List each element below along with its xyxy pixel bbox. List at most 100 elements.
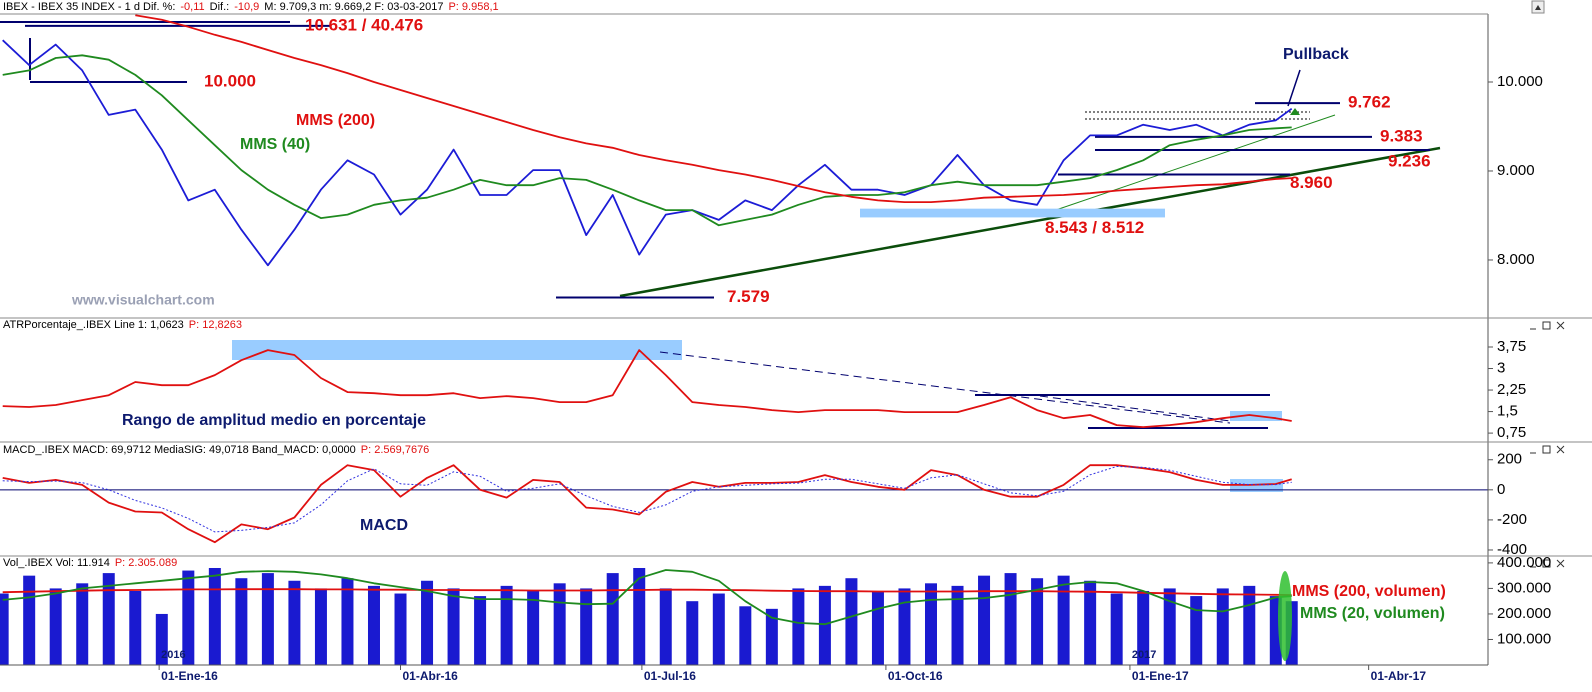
level-label: 9.236 — [1388, 151, 1431, 170]
annotation: Pullback — [1283, 46, 1349, 63]
header-part: P: 2.569,7676 — [361, 444, 430, 456]
y-tick-label: 3 — [1497, 359, 1505, 376]
series-line — [2, 569, 1292, 626]
volume-bar — [818, 585, 831, 665]
macd-panel — [0, 464, 1488, 544]
volume-bar — [314, 588, 327, 665]
volume-bar — [1110, 593, 1123, 665]
header-part: -10,9 — [234, 1, 259, 13]
series-label: MMS (200) — [296, 112, 375, 129]
level-label: 7.579 — [727, 287, 770, 306]
volume-bar — [1163, 588, 1176, 665]
y-tick-label: -200 — [1497, 511, 1527, 528]
close-button[interactable] — [1556, 559, 1565, 568]
dashed-line — [1039, 395, 1231, 422]
series-line — [2, 349, 1292, 428]
volume-bar — [235, 578, 248, 665]
atr-panel — [2, 340, 1292, 429]
y-tick-label: 300.000 — [1497, 579, 1551, 596]
volume-bar — [0, 593, 9, 665]
volume-panel — [0, 567, 1298, 665]
volume-bar — [102, 573, 115, 665]
header-part: P: 2.305.089 — [115, 557, 177, 569]
volume-bar — [951, 585, 964, 665]
panel-header: IBEX - IBEX 35 INDEX - 1 d Dif. %: -0,11 D… — [3, 1, 499, 13]
volume-bar — [155, 613, 168, 665]
header-part: IBEX - IBEX 35 INDEX - 1 d Dif. %: — [3, 1, 175, 13]
level-label: 9.383 — [1380, 126, 1423, 145]
volume-bar — [474, 596, 487, 665]
volume-bar — [1057, 575, 1070, 665]
series-line — [2, 588, 1292, 596]
volume-bar — [341, 578, 354, 665]
volume-bar — [659, 588, 672, 665]
watermark: www.visualchart.com — [71, 292, 215, 308]
level-label: 8.960 — [1290, 173, 1333, 192]
y-tick-label: 200.000 — [1497, 605, 1551, 622]
header-part: P: 9.958,1 — [448, 1, 498, 13]
volume-bar — [553, 583, 566, 665]
volume-bar — [712, 593, 725, 665]
y-tick-label: 1,5 — [1497, 403, 1518, 420]
year-label: 2016 — [161, 649, 185, 661]
series-line — [2, 466, 1292, 533]
volume-bar — [1243, 585, 1256, 665]
panel-header: ATRPorcentaje_.IBEX Line 1: 1,0623 P: 12,… — [3, 319, 242, 331]
level-label: 10.000 — [204, 71, 256, 90]
x-tick-label: 01-Ene-17 — [1132, 669, 1189, 683]
header-part: Vol_.IBEX Vol: 11.914 — [3, 557, 110, 569]
volume-bar — [792, 588, 805, 665]
dashed-line — [659, 351, 1231, 424]
series-line — [2, 39, 1293, 267]
header-part: Dif.: — [210, 1, 230, 13]
series-label: MMS (40) — [240, 136, 310, 153]
close-button[interactable] — [1556, 321, 1565, 330]
header-part: P: 12,8263 — [189, 319, 242, 331]
level-label: 10.631 / 40.476 — [305, 15, 423, 34]
volume-bar — [924, 583, 937, 665]
volume-bar — [261, 573, 274, 665]
series-line — [2, 464, 1292, 544]
volume-bar — [208, 567, 221, 665]
volume-bar — [49, 588, 62, 665]
volume-bar — [182, 570, 195, 665]
volume-bar — [898, 588, 911, 665]
level-label: 9.762 — [1348, 93, 1391, 112]
maximize-button[interactable] — [1542, 445, 1551, 454]
x-tick-label: 01-Jul-16 — [644, 669, 696, 683]
year-label: 2017 — [1132, 649, 1156, 661]
volume-bar — [421, 580, 434, 665]
volume-bar — [978, 575, 991, 665]
volume-bar — [394, 593, 407, 665]
volume-bar — [845, 578, 858, 665]
volume-bar — [686, 601, 699, 665]
y-tick-label: 2,25 — [1497, 381, 1526, 398]
x-tick-label: 01-Abr-17 — [1371, 669, 1427, 683]
volume-bar — [580, 588, 593, 665]
volume-bar — [1004, 573, 1017, 665]
window-buttons — [1530, 321, 1565, 568]
scroll-arrow — [1535, 5, 1541, 10]
volume-bar — [447, 588, 460, 665]
volume-bar — [739, 606, 752, 665]
volume-bar — [129, 590, 142, 665]
pullback-marker — [1290, 108, 1300, 115]
volume-bar — [1031, 578, 1044, 665]
highlight — [232, 340, 682, 360]
y-tick-label: 0,75 — [1497, 424, 1526, 441]
x-tick-label: 01-Oct-16 — [888, 669, 943, 683]
volume-bar — [1190, 596, 1203, 665]
y-tick-label: -400 — [1497, 541, 1527, 558]
panel-header: Vol_.IBEX Vol: 11.914 P: 2.305.089 — [3, 557, 177, 569]
series-label: MMS (200, volumen) — [1292, 583, 1446, 600]
x-tick-label: 01-Abr-16 — [403, 669, 459, 683]
annotation: MACD — [360, 517, 408, 534]
volume-bar — [633, 567, 646, 665]
level-band — [860, 208, 1165, 218]
maximize-button[interactable] — [1542, 559, 1551, 568]
volume-bar — [1137, 590, 1150, 665]
maximize-button[interactable] — [1542, 321, 1551, 330]
close-button[interactable] — [1556, 445, 1565, 454]
